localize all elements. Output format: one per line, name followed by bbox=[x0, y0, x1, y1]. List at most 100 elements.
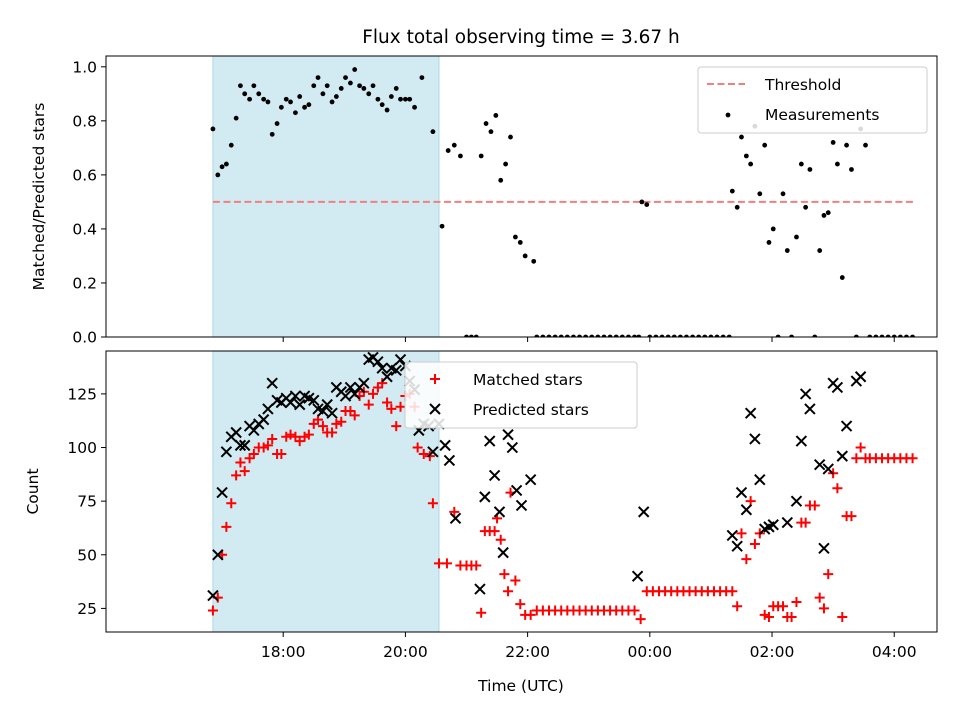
measurement-point bbox=[812, 334, 818, 337]
legend-measurement-label: Measurements bbox=[765, 106, 880, 124]
measurement-point bbox=[324, 83, 330, 89]
measurement-point bbox=[393, 86, 399, 91]
matched-star-point bbox=[327, 427, 338, 438]
measurement-point bbox=[729, 188, 735, 194]
matched-star-point bbox=[418, 448, 429, 459]
measurement-point bbox=[370, 83, 376, 89]
measurement-point bbox=[412, 104, 417, 110]
measurement-point bbox=[817, 248, 823, 253]
predicted-star-point bbox=[230, 426, 242, 439]
y-tick-label: 0.8 bbox=[72, 112, 97, 130]
predicted-star-point bbox=[488, 469, 501, 482]
y-tick-label: 0.6 bbox=[72, 166, 97, 184]
matched-star-point bbox=[786, 611, 797, 622]
measurement-point bbox=[839, 275, 845, 280]
measurement-point bbox=[821, 213, 827, 218]
predicted-star-point bbox=[439, 439, 451, 452]
predicted-star-point bbox=[731, 540, 743, 552]
measurement-point bbox=[636, 334, 642, 337]
predicted-star-point bbox=[631, 570, 644, 582]
matched-star-point bbox=[427, 498, 438, 509]
measurement-point bbox=[288, 99, 293, 105]
measurement-point bbox=[283, 96, 289, 102]
measurement-point bbox=[780, 191, 786, 197]
predicted-star-point bbox=[257, 413, 270, 426]
measurement-point bbox=[879, 334, 885, 337]
matched-star-point bbox=[363, 399, 374, 410]
measurement-point bbox=[297, 94, 303, 99]
measurement-point bbox=[762, 142, 768, 148]
measurement-point bbox=[770, 226, 776, 232]
axes-frame bbox=[105, 55, 938, 338]
legend: Matched stars Predicted stars bbox=[404, 361, 638, 429]
predicted-star-point bbox=[326, 407, 338, 419]
measurement-point bbox=[626, 334, 631, 337]
matched-star-point bbox=[732, 601, 743, 612]
predicted-star-point bbox=[840, 420, 853, 432]
measurement-point bbox=[407, 96, 413, 102]
measurement-point bbox=[445, 148, 451, 153]
matched-star-point bbox=[855, 442, 866, 453]
matched-star-point bbox=[851, 453, 862, 464]
matched-star-point bbox=[749, 539, 760, 550]
x-tick-label: 22:00 bbox=[505, 643, 550, 661]
legend-box bbox=[697, 66, 928, 134]
matched-star-point bbox=[471, 560, 482, 571]
legend-box bbox=[404, 361, 638, 429]
measurement-point bbox=[265, 99, 271, 105]
measurement-point bbox=[210, 126, 216, 132]
measurement-point bbox=[352, 67, 358, 72]
measurement-point bbox=[375, 96, 381, 102]
predicted-star-point bbox=[740, 504, 753, 516]
measurement-point bbox=[256, 91, 262, 97]
measurement-point bbox=[531, 258, 537, 264]
measurement-point bbox=[690, 334, 695, 337]
measurement-point bbox=[251, 83, 257, 89]
measurement-point bbox=[493, 113, 499, 118]
measurement-point bbox=[343, 75, 348, 81]
measurement-point bbox=[379, 102, 385, 108]
predicted-star-point bbox=[497, 546, 509, 559]
predicted-star-point bbox=[749, 433, 761, 445]
measurement-point bbox=[714, 334, 720, 337]
measurement-point bbox=[215, 172, 221, 178]
measurement-point bbox=[653, 334, 659, 337]
predicted-star-point bbox=[266, 377, 278, 389]
predicted-star-point bbox=[339, 390, 352, 402]
matched-star-point bbox=[629, 605, 640, 616]
predicted-star-point bbox=[854, 371, 867, 383]
predicted-star-point bbox=[524, 473, 537, 486]
matched-star-point bbox=[231, 470, 242, 481]
measurement-point bbox=[726, 334, 732, 337]
predicted-star-point bbox=[390, 364, 402, 377]
matched-star-point bbox=[907, 453, 918, 464]
measurement-point bbox=[613, 334, 619, 337]
matched-star-point bbox=[336, 416, 347, 427]
measurement-point bbox=[708, 334, 714, 337]
predicted-star-point bbox=[376, 362, 388, 374]
matched-star-point bbox=[837, 611, 848, 622]
measurement-point bbox=[677, 334, 683, 337]
axes-frame bbox=[105, 350, 938, 633]
predicted-star-point bbox=[216, 486, 228, 499]
measurement-point bbox=[844, 142, 849, 148]
measurement-point bbox=[223, 161, 229, 167]
predicted-star-point bbox=[510, 484, 523, 497]
measurement-point bbox=[488, 129, 494, 135]
matched-star-point bbox=[741, 554, 752, 565]
measurement-point bbox=[522, 253, 528, 259]
measurement-point bbox=[261, 96, 267, 102]
legend-matched-swatch bbox=[430, 374, 440, 384]
ratio-panel: 0.0 0.2 0.4 0.6 0.8 1.0 Matched/Predicted star… bbox=[30, 55, 938, 347]
predicted-star-point bbox=[344, 381, 357, 394]
predicted-star-point bbox=[767, 519, 779, 531]
matched-star-point bbox=[476, 607, 487, 618]
measurement-point bbox=[534, 334, 540, 337]
measurement-point bbox=[885, 334, 891, 337]
measurement-point bbox=[238, 83, 243, 89]
matched-star-point bbox=[499, 569, 510, 580]
predicted-star-point bbox=[836, 450, 848, 462]
measurement-point bbox=[468, 334, 474, 337]
measurement-point bbox=[546, 334, 552, 337]
measurement-point bbox=[619, 334, 625, 337]
